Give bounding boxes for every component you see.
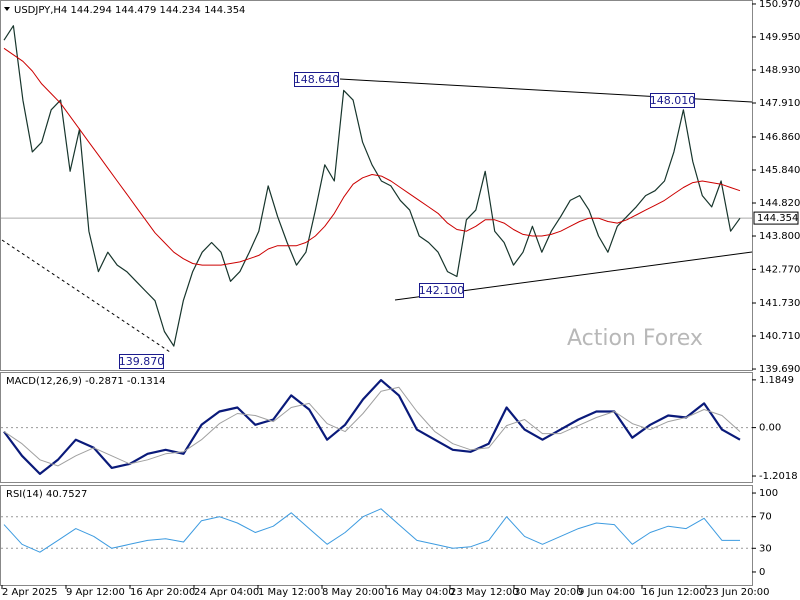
series-line (3, 379, 741, 475)
y-tick-label: 141.730 (759, 298, 800, 309)
macd-title: MACD(12,26,9) -0.2871 -0.1314 (6, 376, 166, 387)
annotation-box (294, 72, 339, 87)
dashed-trendline (1, 239, 171, 353)
x-tick-label: 8 May 20:00 (322, 587, 384, 598)
watermark: Action Forex (567, 326, 703, 351)
y-tick-label: 150.970 (759, 0, 800, 10)
last-price-label: 144.354 (757, 213, 798, 224)
y-tick-label: 142.770 (759, 264, 800, 275)
y-tick-label: 1.1849 (759, 375, 794, 386)
annotation-box (119, 354, 164, 369)
series-line (3, 508, 740, 553)
y-tick-label: 140.710 (759, 331, 800, 342)
y-tick-label: -1.2018 (759, 471, 798, 482)
annotation-box (650, 93, 695, 108)
price-panel (0, 0, 753, 371)
x-tick-label: 1 May 12:00 (258, 587, 320, 598)
price-title: USDJPY,H4 144.294 144.479 144.234 144.35… (14, 5, 245, 16)
series-line (3, 25, 741, 347)
annotation: 148.010 (650, 94, 696, 107)
y-tick-label: 30 (759, 543, 772, 554)
x-tick-label: 23 Jun 20:00 (706, 587, 770, 598)
x-tick-label: 23 May 12:00 (450, 587, 519, 598)
series-line (3, 47, 741, 266)
y-tick-label: 148.930 (759, 65, 800, 76)
x-tick-label: 16 Jun 12:00 (642, 587, 706, 598)
rsi-title: RSI(14) 40.7527 (6, 489, 87, 500)
y-tick-label: 149.950 (759, 32, 800, 43)
x-tick-label: 9 Apr 12:00 (66, 587, 125, 598)
annotation-box (419, 283, 464, 298)
y-tick-label: 143.800 (759, 231, 800, 242)
series-line (3, 386, 741, 467)
x-tick-label: 2 Apr 2025 (2, 587, 57, 598)
y-tick-label: 147.910 (759, 98, 800, 109)
x-tick-label: 30 May 20:00 (514, 587, 583, 598)
y-tick-label: 146.860 (759, 132, 800, 143)
x-tick-label: 16 Apr 20:00 (130, 587, 195, 598)
annotation: 148.640 (294, 73, 340, 86)
x-tick-label: 9 Jun 04:00 (578, 587, 635, 598)
y-tick-label: 100 (759, 488, 778, 499)
menu-triangle (4, 7, 10, 11)
rsi-panel (0, 485, 753, 586)
y-tick-label: 0 (759, 567, 765, 578)
x-tick-label: 24 Apr 04:00 (194, 587, 259, 598)
annotation: 139.870 (119, 355, 165, 368)
last-price-box (753, 211, 799, 225)
annotation: 142.100 (419, 284, 465, 297)
y-tick-label: 144.820 (759, 198, 800, 209)
y-tick-label: 0.00 (759, 423, 781, 434)
y-tick-label: 145.840 (759, 165, 800, 176)
y-tick-label: 139.690 (759, 364, 800, 375)
y-tick-label: 70 (759, 512, 772, 523)
x-tick-label: 16 May 04:00 (386, 587, 455, 598)
